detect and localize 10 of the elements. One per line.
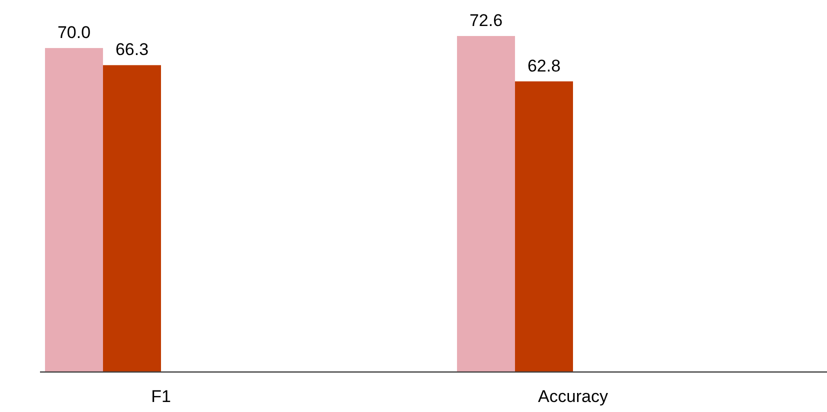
bar [515,81,573,372]
bar [45,48,103,372]
data-label: 62.8 [527,56,561,76]
bar [457,36,515,372]
data-label: 66.3 [115,40,149,60]
bar [103,65,161,372]
data-label: 72.6 [469,11,503,30]
x-tick-label: Accuracy [538,387,608,406]
data-label: 70.0 [57,23,91,42]
x-tick-label: F1 [151,387,171,406]
